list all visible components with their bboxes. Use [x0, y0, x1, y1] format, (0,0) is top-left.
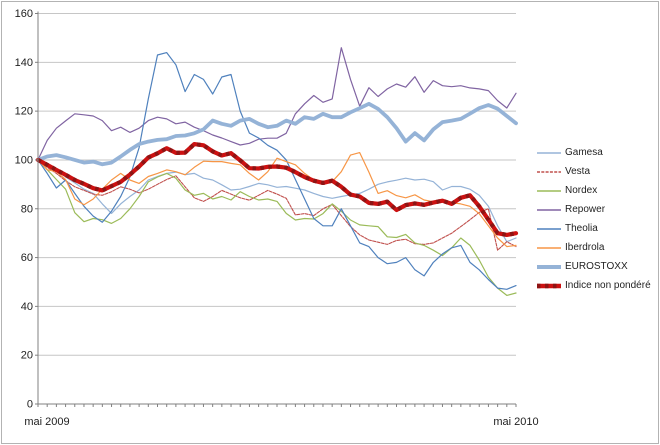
legend-swatch-eurostoxx	[537, 264, 561, 269]
series-line-eurostoxx	[36, 101, 518, 167]
y-tick-label-20: 20	[21, 350, 33, 362]
legend-swatch-vesta	[537, 170, 561, 173]
y-tick-label-40: 40	[21, 301, 33, 313]
legend-swatch-repower	[537, 208, 561, 211]
y-tick-label-80: 80	[21, 203, 33, 215]
series-line-theolia	[37, 51, 517, 290]
legend-entry-indice-non-pond-r-: Indice non pondéré	[536, 276, 651, 295]
series-line-nordex	[37, 159, 517, 296]
legend-entry-nordex: Nordex	[536, 181, 651, 200]
y-tick-label-100: 100	[15, 154, 33, 166]
series-line-gamesa	[37, 159, 517, 243]
chart-legend: Gamesa Vesta Nordex Repower Theolia Iberdrola…	[536, 143, 651, 295]
legend-entry-repower: Repower	[536, 200, 651, 219]
legend-entry-gamesa: Gamesa	[536, 143, 651, 162]
legend-entry-eurostoxx: EUROSTOXX	[536, 257, 651, 276]
legend-entry-vesta: Vesta	[536, 162, 651, 181]
legend-swatch-theolia	[537, 227, 561, 230]
legend-label-indice-non-pond-r-: Indice non pondéré	[565, 279, 651, 291]
series-line-indice-non-pond-r--texture	[37, 142, 517, 237]
legend-label-theolia: Theolia	[565, 222, 598, 234]
y-tick-label-60: 60	[21, 252, 33, 264]
legend-swatch-gamesa	[537, 151, 561, 154]
legend-swatch-iberdrola	[537, 246, 561, 249]
legend-swatch-indice-non-pond-r-	[537, 283, 561, 288]
y-tick-label-140: 140	[15, 57, 33, 69]
series-line-repower	[37, 47, 517, 161]
legend-label-vesta: Vesta	[565, 165, 591, 177]
legend-swatch-nordex	[537, 189, 561, 192]
legend-label-iberdrola: Iberdrola	[565, 241, 605, 253]
legend-label-eurostoxx: EUROSTOXX	[565, 260, 628, 272]
y-tick-label-160: 160	[15, 8, 33, 20]
legend-label-repower: Repower	[565, 203, 606, 215]
y-tick-label-0: 0	[27, 399, 33, 411]
x-axis-label-end: mai 2010	[493, 416, 539, 428]
y-tick-label-120: 120	[15, 106, 33, 118]
x-axis-label-start: mai 2009	[24, 416, 70, 428]
series-line-vesta	[37, 159, 517, 251]
legend-label-gamesa: Gamesa	[565, 146, 603, 158]
legend-entry-theolia: Theolia	[536, 219, 651, 238]
legend-entry-iberdrola: Iberdrola	[536, 238, 651, 257]
legend-label-nordex: Nordex	[565, 184, 598, 196]
